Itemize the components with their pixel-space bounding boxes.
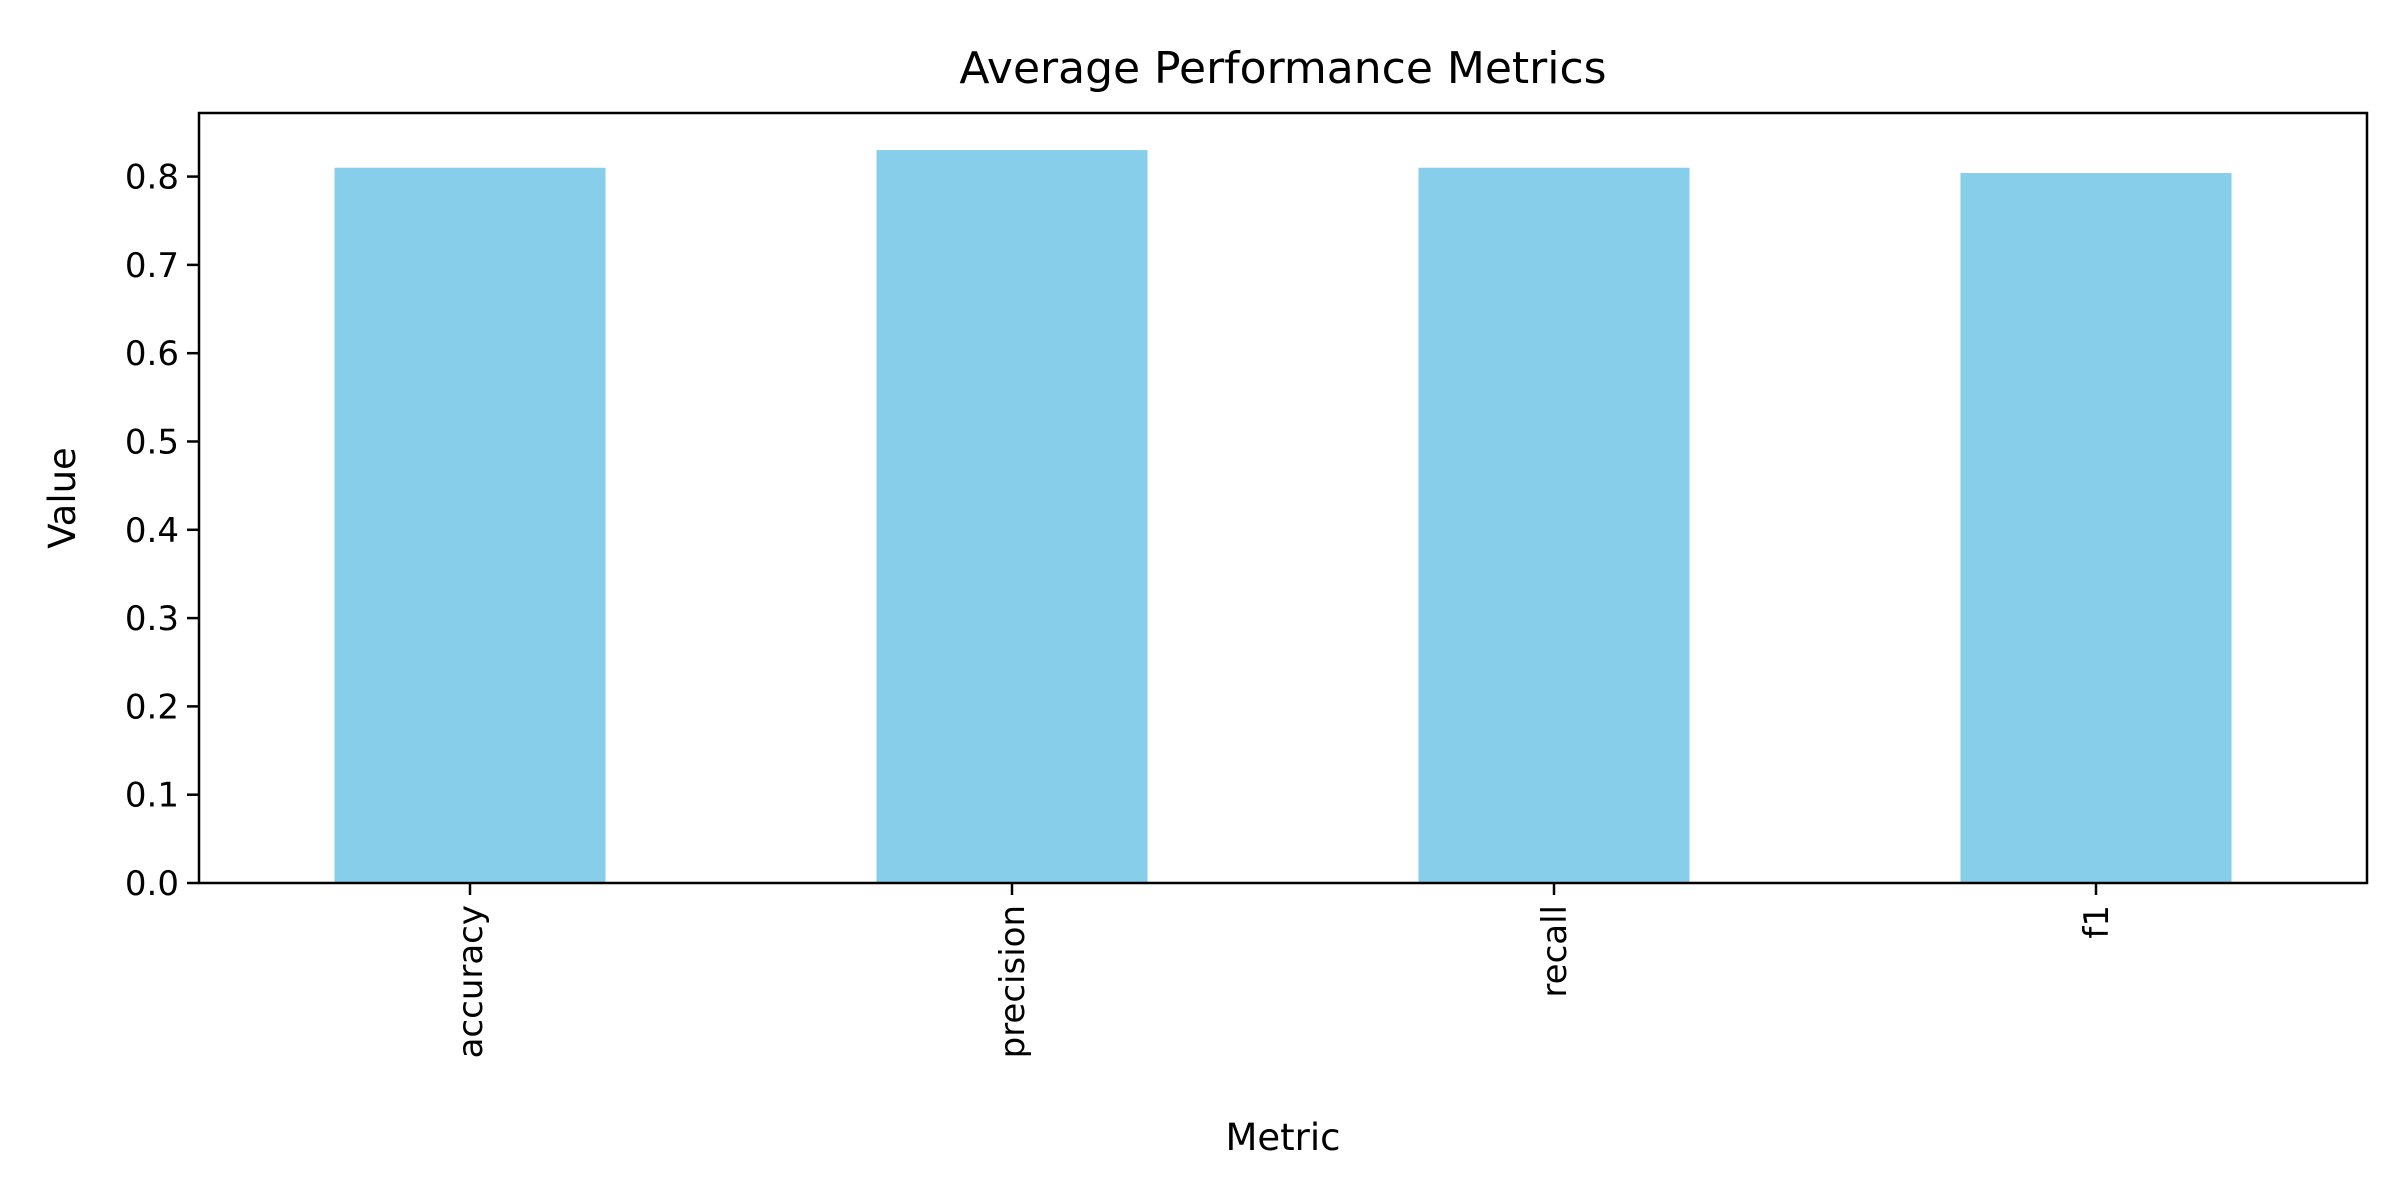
y-tick-label: 0.1 xyxy=(125,776,179,816)
y-tick-label: 0.8 xyxy=(125,158,179,198)
y-tick-label: 0.4 xyxy=(125,511,179,551)
y-tick-label: 0.3 xyxy=(125,599,179,639)
plot-frame xyxy=(197,111,2369,885)
chart-title: Average Performance Metrics xyxy=(959,43,1606,94)
x-tick-label: precision xyxy=(993,905,1033,1058)
y-axis-label: Value xyxy=(41,447,84,549)
bar-accuracy xyxy=(334,167,606,884)
y-tick-label: 0.6 xyxy=(125,334,179,374)
bar-recall xyxy=(1418,167,1690,884)
y-tick-label: 0.2 xyxy=(125,687,179,727)
x-axis-label: Metric xyxy=(1225,1116,1340,1159)
bar-precision xyxy=(876,150,1148,883)
x-axis-ticks: accuracy precision recall f1 xyxy=(451,883,2117,1058)
y-tick-label: 0.7 xyxy=(125,246,179,286)
x-tick-label: f1 xyxy=(2077,905,2117,939)
y-tick-label: 0.5 xyxy=(125,422,179,462)
bar-f1 xyxy=(1960,173,2232,883)
y-tick-label: 0.0 xyxy=(125,864,179,904)
bars-group xyxy=(334,150,2232,884)
x-tick-label: recall xyxy=(1535,905,1575,998)
y-axis-ticks: 0.0 0.1 0.2 0.3 0.4 0.5 0.6 0.7 0.8 xyxy=(125,158,199,904)
x-tick-label: accuracy xyxy=(451,905,491,1058)
